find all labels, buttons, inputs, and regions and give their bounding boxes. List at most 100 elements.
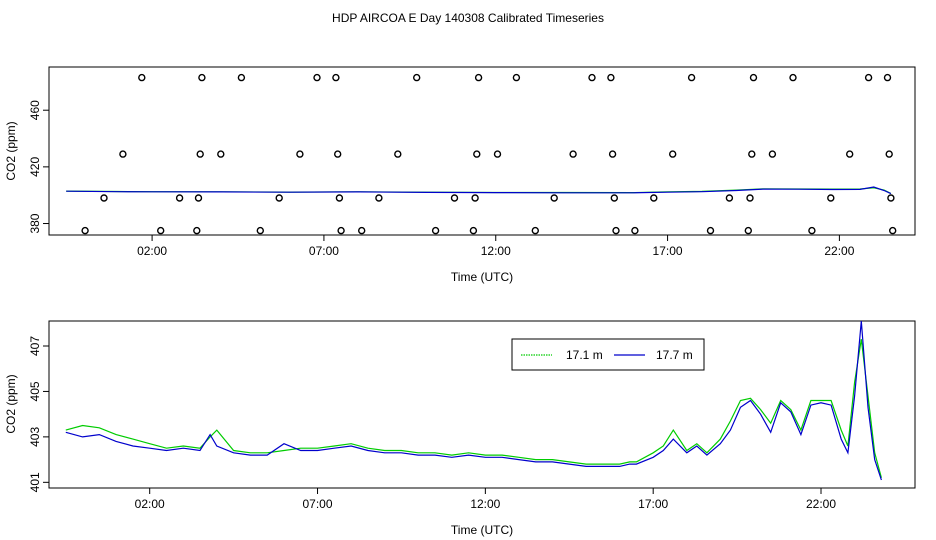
calibration-point — [237, 73, 246, 82]
top-plot-frame — [48, 66, 916, 236]
bottom-x-tick-label: 02:00 — [135, 497, 165, 511]
calibrated-timeseries-panel: 02:00 07:00 12:00 17:00 22:00 380 420 460 Time… — [4, 66, 916, 284]
calibration-point — [217, 150, 225, 158]
bottom-y-tick-label: 401 — [28, 472, 42, 492]
calibration-point — [569, 150, 577, 158]
top-x-tick-label: 02:00 — [137, 244, 167, 258]
calibration-point — [669, 150, 677, 158]
calibration-point — [175, 194, 184, 202]
calibration-point — [887, 194, 895, 202]
top-y-axis-label: CO2 (ppm) — [4, 121, 18, 180]
calibration-point — [889, 226, 897, 235]
calibration-point — [650, 194, 658, 202]
calibration-point — [789, 73, 797, 82]
top-y-tick-label: 420 — [28, 157, 42, 177]
calibration-point — [885, 150, 893, 158]
calibration-point — [610, 194, 618, 202]
top-x-tick-label: 22:00 — [824, 244, 854, 258]
calibration-point — [138, 73, 146, 82]
calibration-point — [313, 73, 321, 82]
calibration-point — [883, 73, 892, 82]
calibration-points — [81, 73, 897, 235]
calibration-point — [358, 226, 366, 235]
bottom-series-line-1 — [65, 320, 882, 481]
calibration-point — [198, 73, 206, 82]
bottom-y-tick-label: 407 — [28, 336, 42, 356]
calibration-point — [746, 194, 754, 202]
legend-label-17-7m: 17.7 m — [656, 348, 693, 362]
calibration-point — [156, 226, 165, 235]
bottom-y-axis-label: CO2 (ppm) — [4, 374, 18, 433]
calibration-point — [531, 226, 539, 235]
calibration-point — [864, 73, 873, 82]
top-x-axis: 02:00 07:00 12:00 17:00 22:00 — [137, 235, 855, 258]
calibration-point — [631, 226, 639, 235]
calibration-point — [827, 194, 835, 202]
calibration-point — [375, 194, 383, 202]
calibration-point — [450, 194, 459, 202]
calibration-point — [550, 194, 558, 202]
calibration-point — [337, 226, 345, 235]
top-y-axis: 380 420 460 — [28, 100, 49, 234]
bottom-x-tick-label: 12:00 — [470, 497, 500, 511]
calibration-point — [687, 73, 696, 82]
bottom-x-tick-label: 22:00 — [806, 497, 836, 511]
calibration-point — [846, 150, 854, 158]
bottom-y-tick-label: 403 — [28, 427, 42, 447]
calibration-point — [119, 150, 127, 158]
calibration-point — [469, 226, 478, 235]
calibration-point — [394, 150, 402, 158]
calibration-point — [335, 194, 344, 202]
calibration-point — [193, 226, 201, 235]
calibration-point — [474, 73, 483, 82]
calibration-point — [608, 150, 617, 158]
legend-label-17-1m: 17.1 m — [566, 348, 603, 362]
calibration-point — [100, 194, 108, 202]
calibration-point — [471, 194, 479, 202]
calibration-point — [706, 226, 715, 235]
calibration-point — [607, 73, 615, 82]
calibration-point — [256, 226, 264, 235]
top-y-tick-label: 460 — [28, 100, 42, 120]
figure-title: HDP AIRCOA E Day 140308 Calibrated Times… — [332, 11, 604, 25]
bottom-x-tick-label: 07:00 — [303, 497, 333, 511]
calibration-point — [81, 226, 89, 235]
top-y-tick-label: 380 — [28, 213, 42, 233]
calibration-point — [334, 150, 342, 158]
top-x-tick-label: 17:00 — [653, 244, 683, 258]
calibration-point — [588, 73, 596, 82]
bottom-series-line-0 — [65, 339, 882, 478]
calibration-point — [749, 73, 758, 82]
bottom-x-tick-label: 17:00 — [638, 497, 668, 511]
calibration-point — [194, 194, 203, 202]
calibration-point — [196, 150, 204, 158]
calibration-point — [768, 150, 777, 158]
calibration-point — [493, 150, 502, 158]
bottom-series-lines — [65, 320, 882, 481]
calibration-point — [748, 150, 756, 158]
bottom-plot-frame — [48, 320, 916, 489]
calibration-point — [332, 73, 340, 82]
calibration-point — [725, 194, 734, 202]
bottom-y-axis: 401 403 405 407 — [28, 336, 49, 492]
co2-comparison-panel: 02:00 07:00 12:00 17:00 22:00 401 403 405 407 T… — [4, 320, 916, 537]
top-x-axis-label: Time (UTC) — [451, 270, 513, 284]
top-x-tick-label: 07:00 — [309, 244, 339, 258]
bottom-y-tick-label: 405 — [28, 381, 42, 401]
top-x-tick-label: 12:00 — [481, 244, 511, 258]
legend: 17.1 m 17.7 m — [511, 338, 705, 371]
calibration-point — [413, 73, 421, 82]
calibration-point — [744, 226, 752, 235]
calibration-point — [275, 194, 283, 202]
calibration-point — [431, 226, 440, 235]
top-series-line-1 — [66, 186, 892, 195]
calibration-point — [512, 73, 521, 82]
calibration-point — [808, 226, 816, 235]
calibration-point — [612, 226, 620, 235]
bottom-x-axis-label: Time (UTC) — [451, 523, 513, 537]
bottom-x-axis: 02:00 07:00 12:00 17:00 22:00 — [135, 488, 836, 511]
top-series-lines — [66, 186, 892, 195]
calibration-point — [296, 150, 304, 158]
calibration-point — [473, 150, 481, 158]
